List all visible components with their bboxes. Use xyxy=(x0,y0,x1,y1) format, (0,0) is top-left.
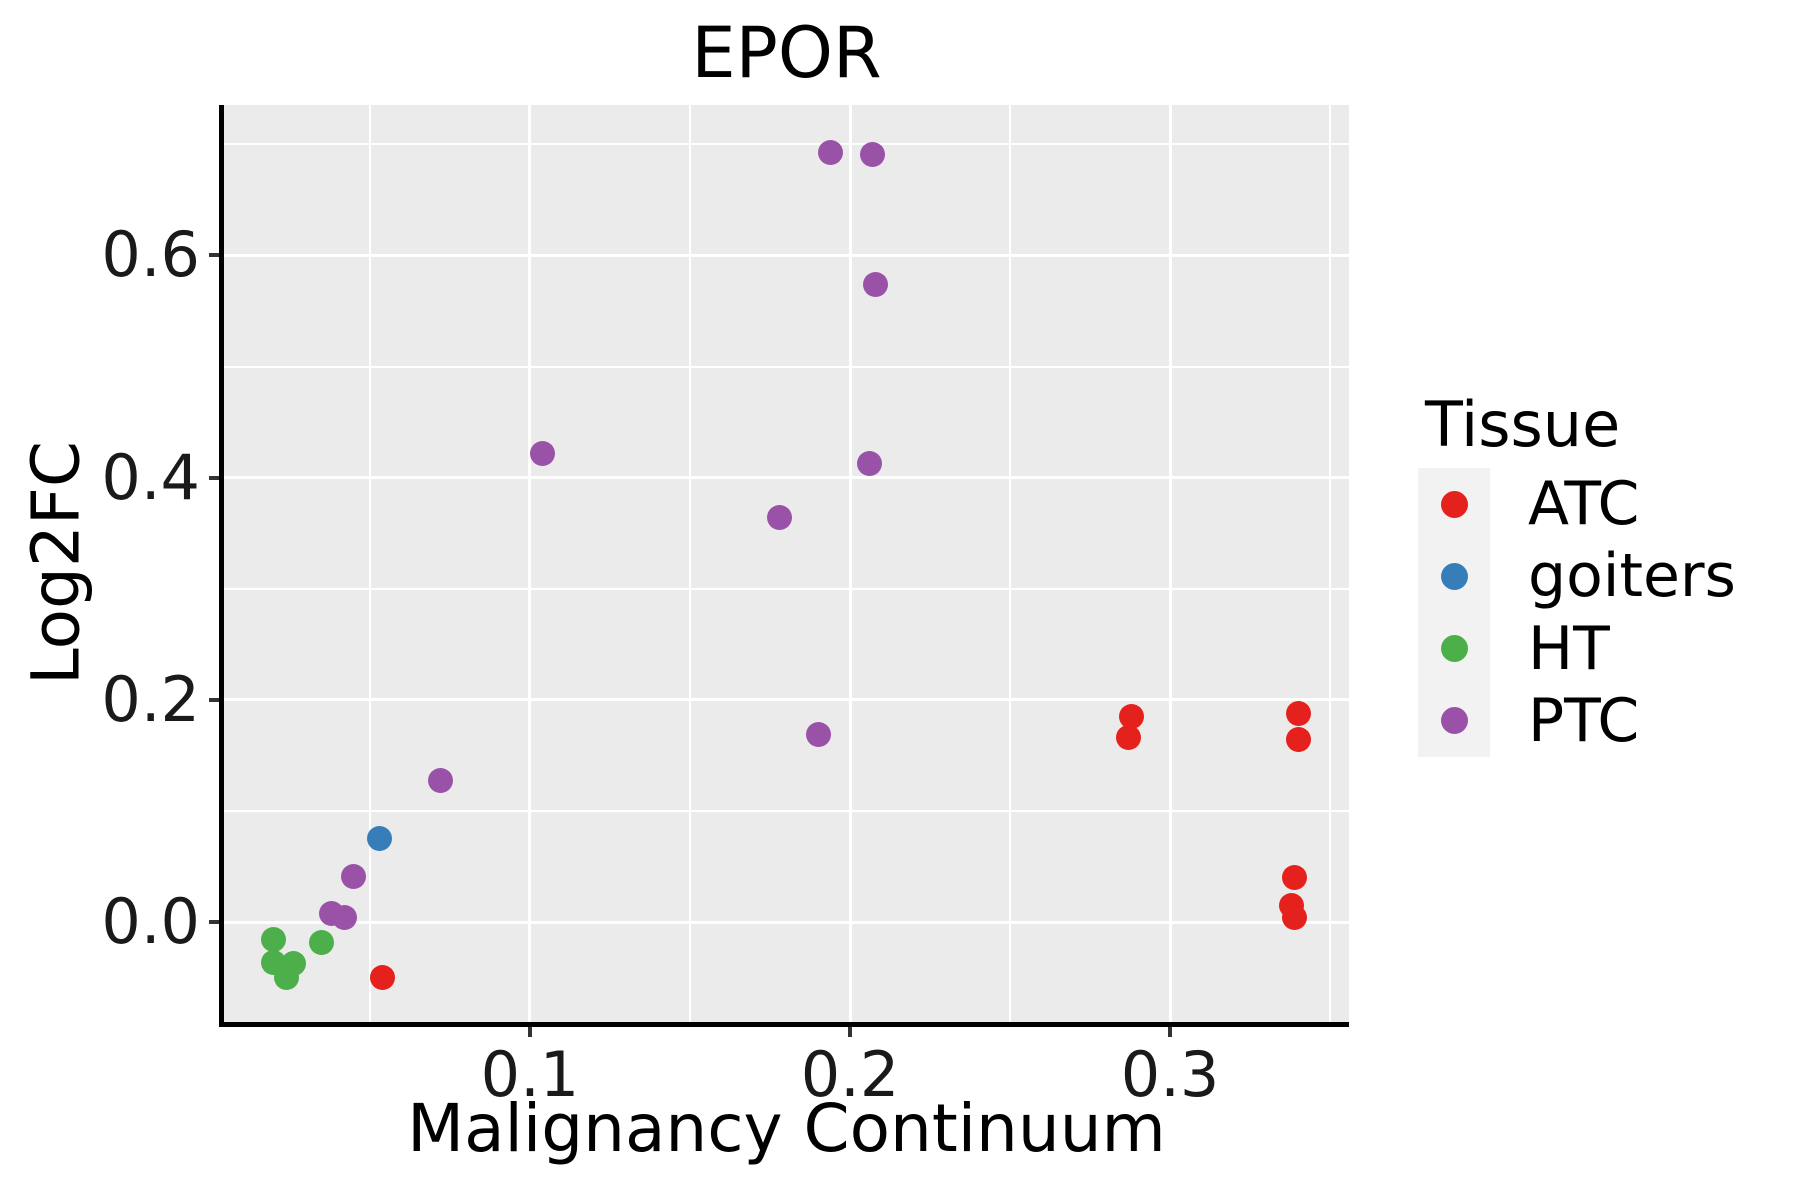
data-point-PTC xyxy=(805,721,831,747)
data-point-ATC xyxy=(1282,865,1308,891)
data-point-PTC xyxy=(530,440,556,466)
x-tick-mark xyxy=(1168,1027,1173,1037)
y-major-gridline xyxy=(224,698,1349,702)
legend-key-dot-HT xyxy=(1440,635,1468,663)
legend-title: Tissue xyxy=(1425,388,1621,461)
data-point-ATC xyxy=(1282,905,1308,931)
legend-label-HT: HT xyxy=(1528,613,1610,684)
data-point-goiters xyxy=(367,826,393,852)
x-tick-label: 0.3 xyxy=(1120,1038,1220,1111)
y-tick-mark xyxy=(209,253,219,258)
data-point-PTC xyxy=(341,863,367,889)
data-point-HT xyxy=(280,950,306,976)
x-minor-gridline xyxy=(368,105,371,1022)
y-minor-gridline xyxy=(224,587,1349,590)
x-minor-gridline xyxy=(1329,105,1332,1022)
y-tick-mark xyxy=(209,697,219,702)
data-point-ATC xyxy=(1285,727,1311,753)
data-point-PTC xyxy=(859,141,885,167)
y-tick-mark xyxy=(209,475,219,480)
plot-panel xyxy=(224,105,1349,1022)
x-minor-gridline xyxy=(689,105,691,1022)
legend-key-dot-ATC xyxy=(1440,490,1468,518)
data-point-ATC xyxy=(370,965,396,991)
y-tick-label: 0.6 xyxy=(101,218,200,292)
y-minor-gridline xyxy=(224,809,1349,812)
x-minor-gridline xyxy=(1009,105,1012,1022)
y-tick-mark xyxy=(209,920,219,924)
data-point-PTC xyxy=(856,450,882,476)
data-point-HT xyxy=(309,929,335,955)
y-tick-label: 0.0 xyxy=(101,885,200,958)
x-major-gridline xyxy=(528,105,532,1022)
y-tick-label: 0.2 xyxy=(101,662,200,736)
y-minor-gridline xyxy=(224,365,1349,368)
x-major-gridline xyxy=(848,105,852,1022)
legend-label-PTC: PTC xyxy=(1528,685,1640,756)
x-tick-label: 0.2 xyxy=(800,1038,900,1111)
y-major-gridline xyxy=(224,253,1349,257)
x-tick-mark xyxy=(848,1027,853,1037)
y-minor-gridline xyxy=(224,143,1349,146)
legend-label-ATC: ATC xyxy=(1528,469,1640,540)
legend-label-goiters: goiters xyxy=(1528,541,1736,612)
x-major-gridline xyxy=(1168,105,1172,1022)
y-tick-label: 0.4 xyxy=(101,440,200,514)
legend-key-dot-PTC xyxy=(1440,707,1468,735)
x-axis-line xyxy=(219,1022,1349,1027)
data-point-HT xyxy=(261,927,287,953)
x-tick-label: 0.1 xyxy=(480,1038,580,1111)
x-axis-title: Malignancy Continuum xyxy=(407,1090,1166,1167)
data-point-PTC xyxy=(427,768,453,794)
data-point-ATC xyxy=(1119,703,1145,729)
legend-key-dot-goiters xyxy=(1440,562,1468,590)
y-axis-line xyxy=(219,105,224,1027)
y-major-gridline xyxy=(224,476,1349,480)
data-point-PTC xyxy=(818,139,844,165)
data-point-PTC xyxy=(863,271,889,297)
x-tick-mark xyxy=(527,1027,532,1037)
data-point-PTC xyxy=(767,505,793,531)
data-point-ATC xyxy=(1285,700,1311,726)
plot-title: EPOR xyxy=(691,12,882,94)
data-point-ATC xyxy=(1115,725,1141,751)
y-major-gridline xyxy=(224,920,1349,924)
data-point-PTC xyxy=(331,905,357,931)
